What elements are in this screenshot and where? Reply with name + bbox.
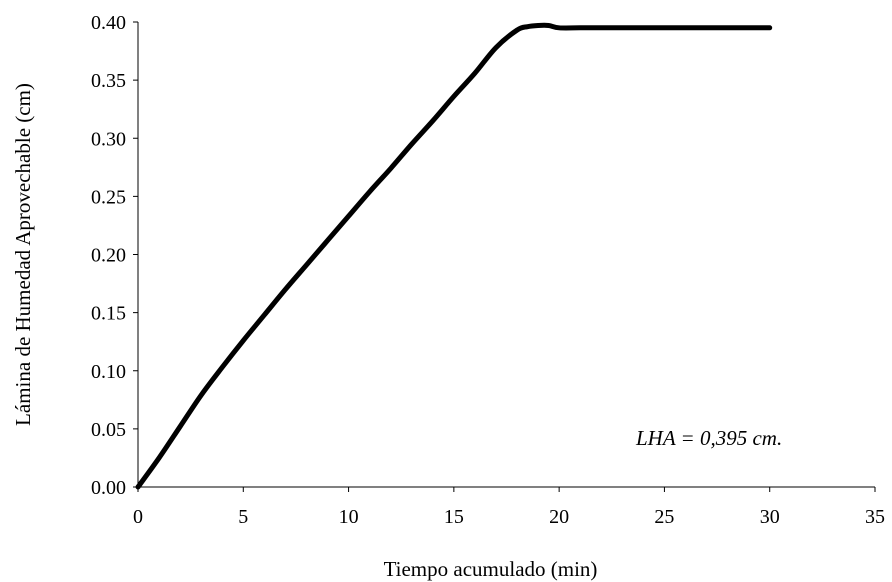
- x-axis-ticks: 0 5 10 15 20 25 30 35: [133, 487, 885, 528]
- y-tick-label: 0.10: [91, 361, 126, 383]
- y-axis-ticks: 0.00 0.05 0.10 0.15 0.20 0.25 0.30 0.35 0.40: [91, 12, 138, 499]
- y-tick-label: 0.15: [91, 303, 126, 325]
- x-tick-label: 30: [760, 506, 780, 528]
- x-tick-label: 35: [865, 506, 885, 528]
- series-layer: [135, 22, 773, 490]
- y-tick-label: 0.35: [91, 70, 126, 92]
- x-axis-title: Tiempo acumulado (min): [384, 557, 598, 581]
- series-line-0: [135, 22, 773, 490]
- y-tick-label: 0.30: [91, 128, 126, 150]
- x-tick-label: 10: [339, 506, 359, 528]
- x-tick-label: 20: [549, 506, 569, 528]
- y-tick-label: 0.05: [91, 419, 126, 441]
- y-axis-title: Lámina de Humedad Aprovechable (cm): [11, 83, 35, 426]
- y-tick-label: 0.00: [91, 477, 126, 499]
- x-tick-label: 25: [654, 506, 674, 528]
- x-tick-label: 5: [238, 506, 248, 528]
- x-tick-label: 0: [133, 506, 143, 528]
- y-tick-label: 0.20: [91, 245, 126, 267]
- lha-annotation: LHA = 0,395 cm.: [635, 426, 782, 450]
- x-tick-label: 15: [444, 506, 464, 528]
- y-tick-label: 0.40: [91, 12, 126, 34]
- y-tick-label: 0.25: [91, 186, 126, 208]
